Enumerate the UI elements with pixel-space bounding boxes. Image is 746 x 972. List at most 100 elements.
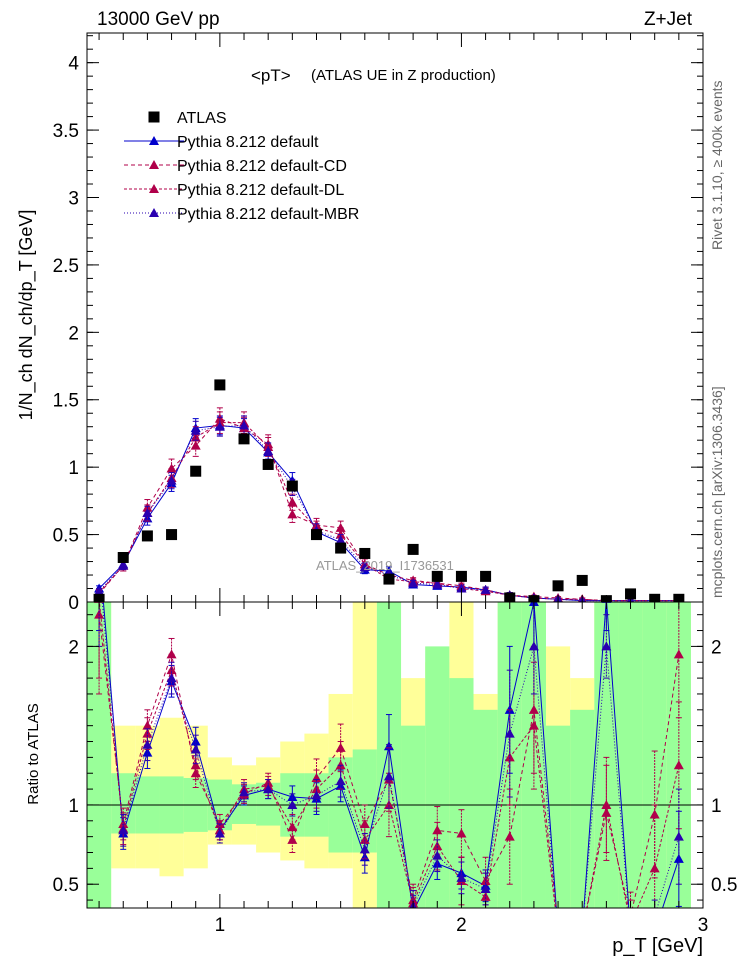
legend: ATLAS Pythia 8.212 default Pythia 8.212 de… bbox=[124, 110, 359, 223]
data-point-atlas bbox=[407, 543, 419, 555]
data-point-mbr bbox=[359, 844, 370, 854]
data-point-default bbox=[94, 546, 104, 555]
main-y-tick-label: 3.5 bbox=[53, 121, 79, 142]
ratio-y-tick-label-right: 1 bbox=[711, 796, 722, 817]
main-y-tick-label: 1.5 bbox=[53, 391, 79, 412]
data-point-dl bbox=[601, 799, 612, 809]
data-point-atlas bbox=[480, 570, 492, 582]
data-point-dl bbox=[432, 841, 443, 851]
main-y-tick-label: 1 bbox=[68, 458, 79, 479]
legend-entry: Pythia 8.212 default-DL bbox=[124, 182, 344, 199]
main-y-tick-label: 0 bbox=[68, 593, 79, 614]
data-point-mbr bbox=[577, 927, 587, 936]
legend-label: ATLAS bbox=[177, 110, 227, 127]
data-point-mbr bbox=[383, 771, 394, 781]
data-point-atlas bbox=[141, 530, 153, 542]
data-point-atlas bbox=[576, 574, 588, 586]
data-point-dl bbox=[190, 760, 201, 770]
data-point-mbr bbox=[528, 641, 539, 651]
data-point-mbr bbox=[335, 534, 346, 544]
x-tick-label: 2 bbox=[456, 915, 467, 936]
data-point-mbr bbox=[190, 425, 201, 435]
data-point-mbr bbox=[142, 739, 153, 749]
data-point-mbr bbox=[239, 420, 250, 430]
data-point-dl bbox=[287, 822, 298, 832]
legend-marker-cd bbox=[149, 160, 159, 169]
data-point-cd bbox=[553, 919, 563, 928]
data-point-atlas bbox=[214, 379, 226, 391]
data-point-atlas bbox=[359, 547, 371, 559]
energy-label: 13000 GeV pp bbox=[97, 9, 220, 30]
data-point-mbr bbox=[408, 578, 419, 588]
ratio-plot-area bbox=[87, 546, 703, 936]
plot-subtitle: (ATLAS UE in Z production) bbox=[311, 67, 496, 84]
band-inner-bin bbox=[618, 602, 643, 908]
data-point-atlas bbox=[552, 580, 564, 592]
data-point-atlas bbox=[238, 433, 250, 445]
plot-title: <pT> bbox=[251, 66, 291, 85]
main-y-tick-label: 2.5 bbox=[53, 256, 79, 277]
data-point-mbr bbox=[166, 673, 177, 683]
x-tick-label: 1 bbox=[215, 915, 226, 936]
data-point-default bbox=[142, 747, 153, 757]
analysis-watermark: ATLAS_2019_I1736531 bbox=[316, 558, 454, 573]
ratio-uncertainty-bands bbox=[87, 602, 691, 908]
x-axis-label: p_T [GeV] bbox=[612, 935, 703, 957]
data-point-mbr bbox=[94, 586, 105, 596]
axes: 00.511.522.533.541 2 30.5 0.51 12 2 bbox=[53, 32, 737, 936]
data-point-mbr bbox=[480, 883, 491, 893]
legend-marker-default bbox=[149, 136, 159, 145]
data-point-dl bbox=[383, 799, 394, 809]
x-tick-label: 3 bbox=[698, 915, 709, 936]
rivet-version-label: Rivet 3.1.10, ≥ 400k events bbox=[709, 80, 725, 250]
band-inner-bin bbox=[401, 725, 426, 908]
data-point-dl bbox=[553, 927, 563, 936]
data-point-atlas bbox=[310, 529, 322, 541]
legend-label: Pythia 8.212 default-CD bbox=[177, 158, 347, 175]
data-point-mbr bbox=[94, 562, 104, 571]
ratio-y-tick-label: 2 bbox=[68, 637, 79, 658]
ratio-y-tick-label-right: 2 bbox=[711, 637, 722, 658]
data-point-cd bbox=[504, 831, 515, 841]
process-label: Z+Jet bbox=[644, 9, 693, 30]
data-point-mbr bbox=[166, 475, 177, 485]
ratio-frame bbox=[86, 601, 704, 909]
data-point-mbr bbox=[214, 421, 225, 431]
data-point-mbr bbox=[504, 728, 515, 738]
data-point-cd bbox=[626, 911, 636, 920]
data-point-cd bbox=[287, 509, 298, 519]
data-point-mbr bbox=[118, 560, 129, 570]
data-point-mbr bbox=[263, 445, 274, 455]
data-point-atlas bbox=[117, 552, 129, 564]
data-point-mbr bbox=[214, 828, 225, 838]
data-point-mbr bbox=[263, 784, 274, 794]
data-point-cd bbox=[456, 828, 467, 838]
y-axis-label-text: 1/N_ch dN_ch/dp_T [GeV] bbox=[16, 210, 37, 421]
main-y-tick-label: 3 bbox=[68, 188, 79, 209]
data-point-dl bbox=[626, 919, 636, 928]
mcplots-reference-label: mcplots.cern.ch [arXiv:1306.3436] bbox=[709, 386, 725, 598]
data-point-atlas bbox=[286, 480, 298, 492]
data-point-dl bbox=[287, 497, 298, 507]
legend-marker-mbr bbox=[149, 208, 159, 217]
ratio-y-axis-label: Ratio to ATLAS bbox=[25, 703, 42, 804]
legend-entry: ATLAS bbox=[148, 110, 227, 127]
data-point-atlas bbox=[335, 542, 347, 554]
data-point-atlas bbox=[166, 529, 178, 541]
data-point-mbr bbox=[118, 825, 129, 835]
data-point-mbr bbox=[553, 927, 563, 936]
band-inner-bin bbox=[570, 709, 595, 908]
data-point-dl bbox=[528, 720, 539, 730]
data-point-default bbox=[553, 927, 563, 936]
data-point-dl bbox=[480, 891, 491, 901]
ratio-y-tick-label: 0.5 bbox=[53, 875, 79, 896]
legend-entry: Pythia 8.212 default-CD bbox=[124, 158, 347, 175]
main-y-tick-label: 2 bbox=[68, 323, 79, 344]
data-point-mbr bbox=[190, 744, 201, 754]
data-point-cd bbox=[577, 927, 587, 936]
data-point-dl bbox=[504, 752, 515, 762]
ratio-y-tick-label: 1 bbox=[68, 796, 79, 817]
legend-label: Pythia 8.212 default-DL bbox=[177, 182, 344, 199]
data-point-mbr bbox=[311, 790, 322, 800]
